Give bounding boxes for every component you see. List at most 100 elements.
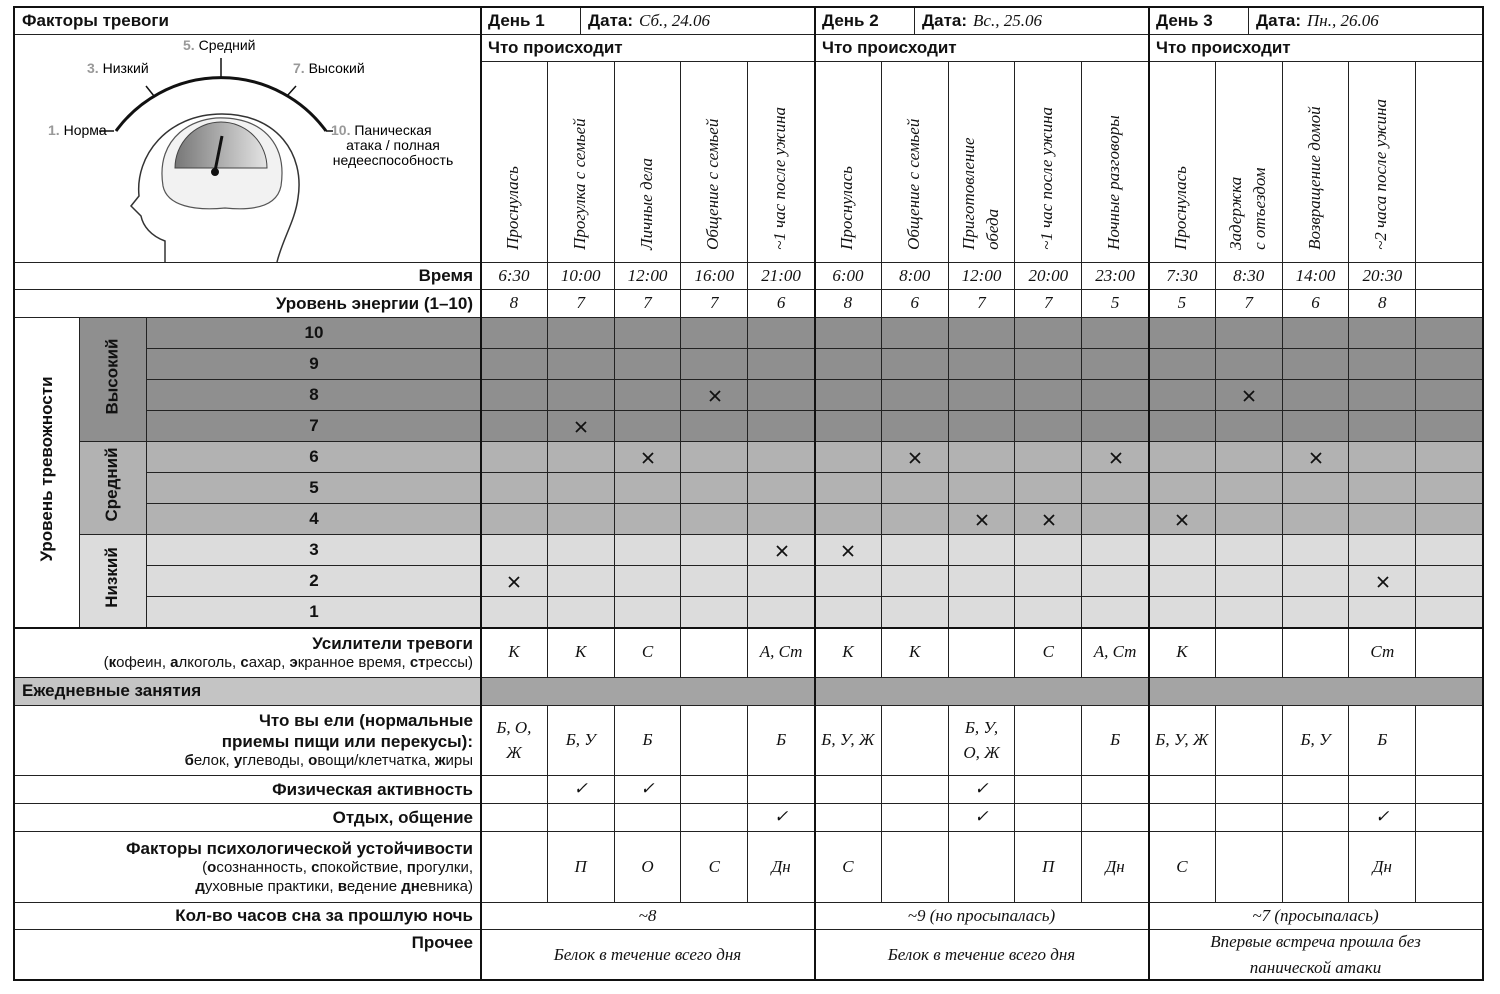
cell-food bbox=[1416, 706, 1483, 776]
cell-boosters: К bbox=[881, 628, 949, 678]
cell-resilience: Дн bbox=[748, 832, 815, 903]
level-cell bbox=[1215, 442, 1283, 473]
event-name: ~1 час после ужина bbox=[748, 62, 815, 263]
label-line: ~1 час после ужина bbox=[1037, 107, 1057, 250]
level-cell bbox=[614, 473, 682, 504]
cell-food: Б, О, Ж bbox=[481, 706, 548, 776]
level-cell bbox=[1015, 535, 1083, 566]
rotated-event: ~2 часа после ужина bbox=[1348, 67, 1415, 258]
level-cell bbox=[1416, 504, 1483, 535]
note-text: вощи/клетчатка, bbox=[317, 752, 435, 770]
cell-boosters bbox=[948, 628, 1016, 678]
cell-boosters bbox=[1416, 628, 1483, 678]
rotated-event: Задержка с отъездом bbox=[1215, 67, 1282, 258]
level-cell bbox=[614, 597, 682, 628]
level-cell bbox=[681, 504, 749, 535]
level-number: 6 bbox=[147, 442, 481, 473]
label-line: Низкий bbox=[102, 547, 122, 608]
key-letter: э bbox=[289, 653, 298, 671]
level-cell bbox=[1282, 411, 1350, 442]
cell-rest: ✓ bbox=[748, 804, 815, 832]
cross-stroke bbox=[575, 420, 587, 433]
cell-time: 23:00 bbox=[1082, 263, 1149, 290]
level-cell bbox=[1149, 380, 1216, 411]
level-cell bbox=[547, 411, 615, 442]
scale-text: недееспособность bbox=[333, 152, 454, 168]
cell-rest bbox=[1015, 804, 1083, 832]
anxiety-mark bbox=[1109, 451, 1122, 464]
level-cell bbox=[614, 318, 682, 349]
level-cell bbox=[1215, 597, 1283, 628]
level-cell bbox=[1282, 380, 1350, 411]
level-cell bbox=[1349, 535, 1417, 566]
level-cell bbox=[1082, 473, 1149, 504]
row-label: Время bbox=[14, 263, 481, 290]
level-cell bbox=[1215, 380, 1283, 411]
level-cell bbox=[815, 473, 882, 504]
key-letter: д bbox=[195, 877, 205, 895]
scale-label: 1. Норма bbox=[48, 122, 107, 138]
event-name bbox=[1416, 62, 1483, 263]
cell-rest bbox=[1282, 804, 1350, 832]
cell-resilience: П bbox=[547, 832, 615, 903]
level-cell bbox=[1149, 473, 1216, 504]
scale-number: 3. bbox=[87, 60, 103, 76]
level-cell bbox=[1349, 473, 1417, 504]
level-cell bbox=[1416, 566, 1483, 597]
scale-label: 7. Высокий bbox=[293, 60, 365, 76]
rotated-event: Общение с семьей bbox=[881, 67, 948, 258]
note-text: рогулки, bbox=[415, 858, 473, 876]
cell-rest: ✓ bbox=[1349, 804, 1417, 832]
cell-food bbox=[1015, 706, 1083, 776]
cell-boosters: С bbox=[1015, 628, 1083, 678]
cell-resilience: О bbox=[614, 832, 682, 903]
cross-stroke bbox=[842, 544, 855, 557]
key-letter: в bbox=[337, 877, 347, 895]
label-line: Общение с семьей bbox=[703, 118, 723, 250]
row-label: Кол-во часов сна за прошлую ночь bbox=[14, 903, 481, 930]
rule bbox=[13, 979, 1484, 981]
rotated-event: Проснулась bbox=[480, 67, 547, 258]
cell-food: Б bbox=[614, 706, 682, 776]
level-cell bbox=[1015, 380, 1083, 411]
level-cell bbox=[1082, 504, 1149, 535]
level-cell bbox=[1082, 318, 1149, 349]
event-name: Приготовление обеда bbox=[948, 62, 1016, 263]
level-cell bbox=[948, 535, 1016, 566]
date-cell: Дата: Вс., 25.06 bbox=[915, 7, 1149, 35]
label-line: Проснулась bbox=[837, 166, 857, 250]
cell-food: Б, У bbox=[547, 706, 615, 776]
scale-number: 1. bbox=[48, 122, 64, 138]
level-cell bbox=[815, 380, 882, 411]
row-label: Уровень энергии (1–10) bbox=[14, 290, 481, 318]
rule bbox=[480, 7, 482, 980]
what-happens: Что происходит bbox=[815, 35, 1149, 62]
level-cell bbox=[948, 597, 1016, 628]
note-text: покойствие, bbox=[319, 858, 407, 876]
cell-boosters: Ст bbox=[1349, 628, 1417, 678]
label-line: с отъездом bbox=[1250, 167, 1270, 250]
anxiety-mark bbox=[709, 389, 721, 402]
level-cell bbox=[748, 411, 815, 442]
event-name: ~2 часа после ужина bbox=[1348, 62, 1417, 263]
anxiety-mark bbox=[842, 544, 855, 557]
label-line: Возвращение домой bbox=[1304, 106, 1324, 250]
key-letter: о bbox=[308, 752, 318, 770]
cross-stroke bbox=[1176, 513, 1189, 526]
rotated-event: Личные дела bbox=[614, 67, 681, 258]
key-letter: с bbox=[240, 653, 249, 671]
row-title: приемы пищи или перекусы): bbox=[221, 732, 473, 752]
cell-energy: 8 bbox=[815, 290, 882, 318]
tick bbox=[145, 85, 155, 97]
anxiety-mark bbox=[575, 420, 587, 433]
cell-boosters: К bbox=[547, 628, 615, 678]
cell-time: 8:30 bbox=[1215, 263, 1283, 290]
level-cell bbox=[481, 349, 548, 380]
anxiety-label: Уровень тревожности bbox=[14, 318, 80, 628]
level-cell bbox=[547, 504, 615, 535]
anxiety-mark bbox=[976, 513, 988, 526]
cell-resilience: Дн bbox=[1082, 832, 1149, 903]
rotated-label: Низкий bbox=[79, 540, 146, 623]
cell-resilience: С bbox=[681, 832, 749, 903]
